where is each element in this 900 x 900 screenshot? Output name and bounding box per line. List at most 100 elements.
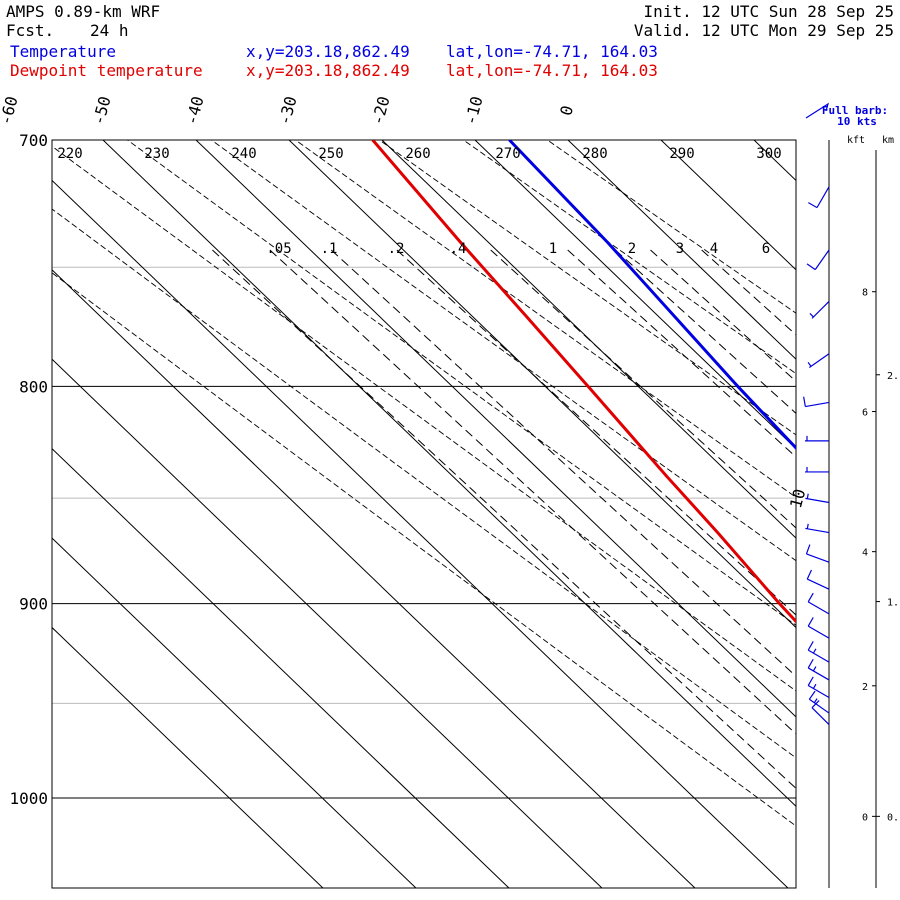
wind-barb-6 <box>805 466 829 473</box>
isotherm--10 <box>474 140 796 450</box>
isotherm-label-0: 0 <box>556 103 577 117</box>
dry-adiabat-290 <box>462 140 796 375</box>
wind-barb-11 <box>807 592 830 615</box>
legend-temperature-label: Temperature <box>10 42 116 61</box>
wind-barb-half-flag <box>813 698 818 704</box>
isotherm-label--30: -30 <box>275 94 301 127</box>
isotherm--20 <box>381 140 796 539</box>
wind-barb-half-flag <box>807 361 812 367</box>
wind-barb-staff <box>806 553 830 563</box>
wind-barb-3 <box>807 353 830 369</box>
isotherm-label-10: 10 <box>786 487 809 511</box>
barb-legend-title: Full barb: <box>822 104 888 117</box>
dry-adiabat-270 <box>294 140 796 498</box>
wind-barb-staff <box>807 601 830 615</box>
km-tick-label: 1. <box>887 598 899 609</box>
forecast-value: 24 h <box>90 21 129 40</box>
mixing-ratio-line-7 <box>650 249 796 383</box>
wind-barb-flag <box>806 569 813 580</box>
isotherm--50 <box>102 140 796 808</box>
wind-barb-staff <box>808 698 830 714</box>
adiabat-label-290: 290 <box>669 146 694 162</box>
wind-barb-flag <box>806 263 816 271</box>
wind-barb-9 <box>805 544 830 563</box>
dry-adiabat-300 <box>546 140 796 314</box>
dry-adiabat-280 <box>378 140 796 436</box>
mixing-ratio-label-8: 6 <box>762 241 770 257</box>
wind-barb-staff <box>814 249 830 270</box>
wind-barb-flag <box>805 544 811 555</box>
wind-barb-17 <box>811 700 830 726</box>
km-tick-label: 2. <box>887 371 899 382</box>
wind-barb-flag <box>811 700 820 709</box>
wind-barb-staff <box>807 685 830 699</box>
dry-adiabat-250 <box>126 140 796 626</box>
isotherm-label--60: -60 <box>0 94 22 127</box>
adiabat-label-240: 240 <box>231 146 256 162</box>
height-axis-km-label: km <box>882 135 894 146</box>
isotherm--80 <box>52 358 603 888</box>
wind-barb-7 <box>805 493 830 504</box>
isotherm--90 <box>52 447 510 888</box>
adiabat-label-250: 250 <box>318 146 343 162</box>
mixing-ratio-label-3: .4 <box>450 241 467 257</box>
barb-legend-icon <box>805 102 830 119</box>
wind-barb-staff <box>807 649 830 663</box>
wind-barb-flag <box>808 202 818 209</box>
legend-temperature-latlon: lat,lon=-74.71, 164.03 <box>446 42 658 61</box>
legend-dewpoint-latlon: lat,lon=-74.71, 164.03 <box>446 61 658 80</box>
mixing-ratio-label-6: 3 <box>676 241 684 257</box>
wind-barb-staff <box>805 527 830 534</box>
wind-barb-flag <box>807 676 814 686</box>
legend-dewpoint-label: Dewpoint temperature <box>10 61 203 80</box>
adiabat-label-260: 260 <box>405 146 430 162</box>
wind-barb-half-flag <box>812 683 817 689</box>
isotherm-label--40: -40 <box>182 94 208 127</box>
wind-barb-0 <box>808 186 830 209</box>
adiabat-label-230: 230 <box>144 146 169 162</box>
mixing-ratio-line-1 <box>269 249 796 735</box>
mixing-ratio-line-8 <box>701 249 796 336</box>
height-axis-kft-label: kft <box>847 135 865 146</box>
isotherm--60 <box>52 179 789 888</box>
mixing-ratio-line-5 <box>567 249 796 458</box>
pressure-label-1000: 1000 <box>9 789 48 808</box>
wind-barb-half-flag <box>809 312 814 318</box>
isotherm--30 <box>288 140 796 629</box>
model-title: AMPS 0.89-km WRF <box>6 2 161 21</box>
isotherm-30 <box>826 120 900 900</box>
wind-barb-staff <box>816 186 830 208</box>
wind-barb-staff <box>806 578 830 590</box>
wind-barb-16 <box>808 690 830 714</box>
dry-adiabat-230 <box>52 208 796 759</box>
kft-tick-label: 0 <box>862 812 868 823</box>
wind-barb-half-flag <box>806 523 809 529</box>
temperature-profile-line <box>508 140 796 451</box>
wind-barb-staff <box>805 497 830 504</box>
adiabat-label-270: 270 <box>495 146 520 162</box>
plot-frame <box>51 139 797 889</box>
barb-legend-value: 10 kts <box>837 115 877 128</box>
isotherm--70 <box>52 269 696 888</box>
wind-barb-13 <box>807 641 830 663</box>
pressure-label-900: 900 <box>19 595 48 614</box>
adiabat-label-220: 220 <box>57 146 82 162</box>
isotherm--40 <box>195 140 796 718</box>
adiabat-label-300: 300 <box>756 146 781 162</box>
wind-barb-flag <box>803 396 806 407</box>
mixing-ratio-label-1: .1 <box>321 241 338 257</box>
wind-barb-staff <box>807 667 830 681</box>
legend-temperature-xy: x,y=203.18,862.49 <box>246 42 410 61</box>
wind-barb-flag <box>807 592 814 603</box>
wind-barb-flag <box>807 658 814 669</box>
wind-barb-12 <box>807 617 830 639</box>
wind-barb-flag <box>807 617 814 627</box>
kft-tick-label: 6 <box>862 408 868 419</box>
mixing-ratio-label-4: 1 <box>549 241 557 257</box>
wind-barb-4 <box>803 396 830 408</box>
wind-barb-flag <box>808 690 816 700</box>
kft-tick-label: 8 <box>862 288 868 299</box>
dry-adiabat-260 <box>210 140 796 562</box>
wind-barb-half-flag <box>812 648 817 654</box>
wind-barb-staff <box>811 300 830 319</box>
